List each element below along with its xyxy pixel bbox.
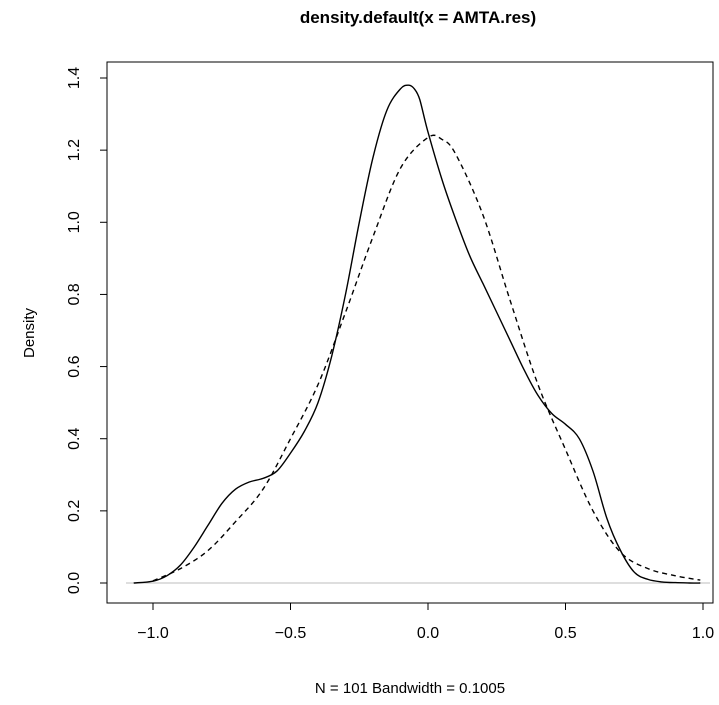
x-tick-label: −0.5: [275, 625, 307, 642]
x-axis-label: N = 101 Bandwidth = 0.1005: [315, 680, 505, 697]
y-tick-label: 0.0: [66, 572, 83, 594]
y-tick-label: 1.2: [66, 139, 83, 161]
y-tick-label: 1.0: [66, 211, 83, 233]
plot-frame: [106, 61, 714, 604]
x-tick-label: 0.5: [554, 625, 576, 642]
chart-title: density.default(x = AMTA.res): [300, 8, 536, 27]
y-tick-label: 0.8: [66, 283, 83, 305]
y-tick-label: 0.4: [66, 427, 83, 449]
y-axis: 0.0 0.2 0.4 0.6 0.8 1.0 1.2 1.4: [66, 67, 108, 594]
y-tick-label: 0.6: [66, 355, 83, 377]
y-tick-label: 1.4: [66, 67, 83, 89]
series-group: [133, 84, 701, 584]
x-tick-label: −1.0: [137, 625, 169, 642]
kernel-density-line: [133, 84, 701, 584]
y-tick-label: 0.2: [66, 500, 83, 522]
normal-density-dashed-line: [152, 134, 701, 582]
x-tick-label: 1.0: [692, 625, 714, 642]
x-tick-label: 0.0: [417, 625, 439, 642]
y-axis-label: Density: [21, 307, 38, 358]
x-axis: −1.0 −0.5 0.0 0.5 1.0: [137, 602, 714, 642]
